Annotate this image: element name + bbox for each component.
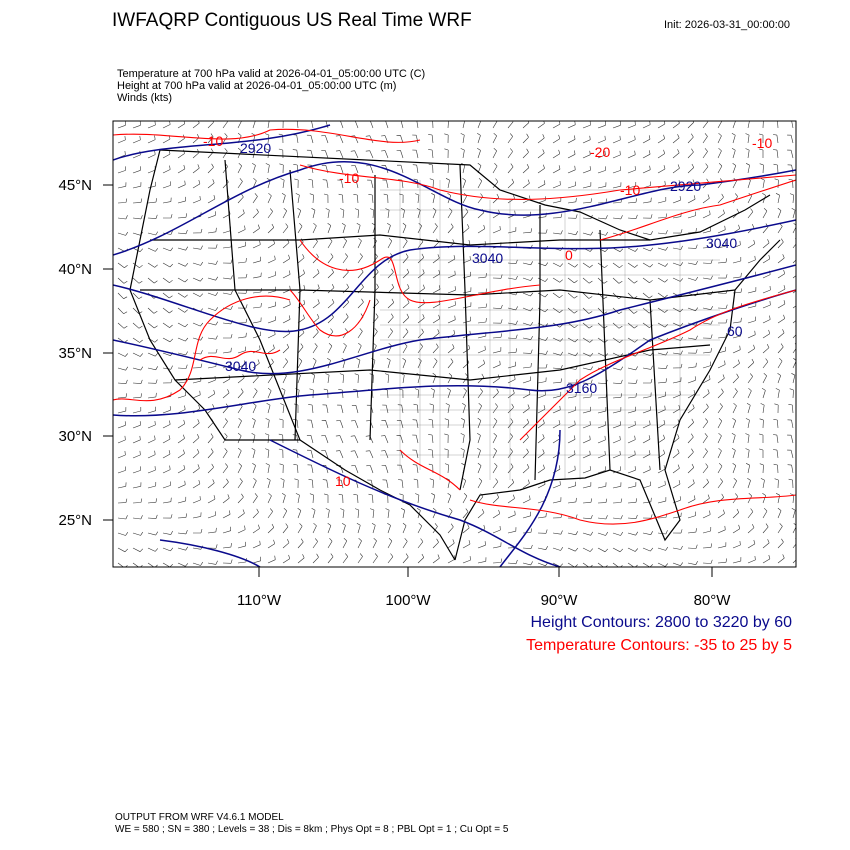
height-label: 3040 <box>706 235 737 251</box>
lon-label: 80°W <box>694 592 732 609</box>
height-contour-legend: Height Contours: 2800 to 3220 by 60 <box>530 614 792 631</box>
temp-label: -10 <box>203 133 223 149</box>
height-label: 3160 <box>566 380 597 396</box>
subtitle-winds: Winds (kts) <box>117 92 172 104</box>
init-time: Init: 2026-03-31_00:00:00 <box>664 19 790 31</box>
temperature-contour-labels: -10 -10 -20 -10 -10 0 10 <box>203 133 772 489</box>
county-borders <box>380 180 720 480</box>
lon-label: 100°W <box>385 592 431 609</box>
temp-label: -20 <box>590 144 610 160</box>
temp-label: 0 <box>565 247 573 263</box>
temp-label: -10 <box>752 135 772 151</box>
height-label: 2920 <box>670 178 701 194</box>
lat-label: 30°N <box>58 428 92 445</box>
page-title: IWFAQRP Contiguous US Real Time WRF <box>112 10 472 31</box>
temp-label: -10 <box>339 170 359 186</box>
height-label: 3040 <box>225 358 256 374</box>
map-frame <box>112 120 797 568</box>
lon-label: 90°W <box>541 592 579 609</box>
subtitle-temperature: Temperature at 700 hPa valid at 2026-04-… <box>117 68 426 80</box>
wind-barbs <box>117 121 796 567</box>
subtitle-height: Height at 700 hPa valid at 2026-04-01_05… <box>117 80 397 92</box>
temp-label: -10 <box>620 182 640 198</box>
height-label: 3040 <box>472 250 503 266</box>
lat-label: 25°N <box>58 512 92 529</box>
temp-label: 10 <box>335 473 351 489</box>
map-plot-area: 2920 2920 3040 3040 3040 3160 60 -10 -10… <box>113 121 796 567</box>
longitude-axis <box>258 567 713 577</box>
lat-label: 45°N <box>58 177 92 194</box>
wind-barb-field <box>117 121 796 567</box>
lat-label: 40°N <box>58 261 92 278</box>
height-contours <box>113 124 796 567</box>
height-contour-labels: 2920 2920 3040 3040 3040 3160 60 <box>225 140 743 396</box>
lon-label: 110°W <box>237 592 282 609</box>
temperature-contours <box>113 128 796 525</box>
state-borders <box>129 149 781 561</box>
latitude-axis <box>103 184 113 521</box>
model-options-footer: WE = 580 ; SN = 380 ; Levels = 38 ; Dis … <box>115 824 509 835</box>
height-label: 2920 <box>240 140 271 156</box>
model-footer: OUTPUT FROM WRF V4.6.1 MODEL <box>115 812 284 823</box>
lat-label: 35°N <box>58 345 92 362</box>
temperature-contour-legend: Temperature Contours: -35 to 25 by 5 <box>526 637 792 654</box>
height-label: 60 <box>727 323 743 339</box>
